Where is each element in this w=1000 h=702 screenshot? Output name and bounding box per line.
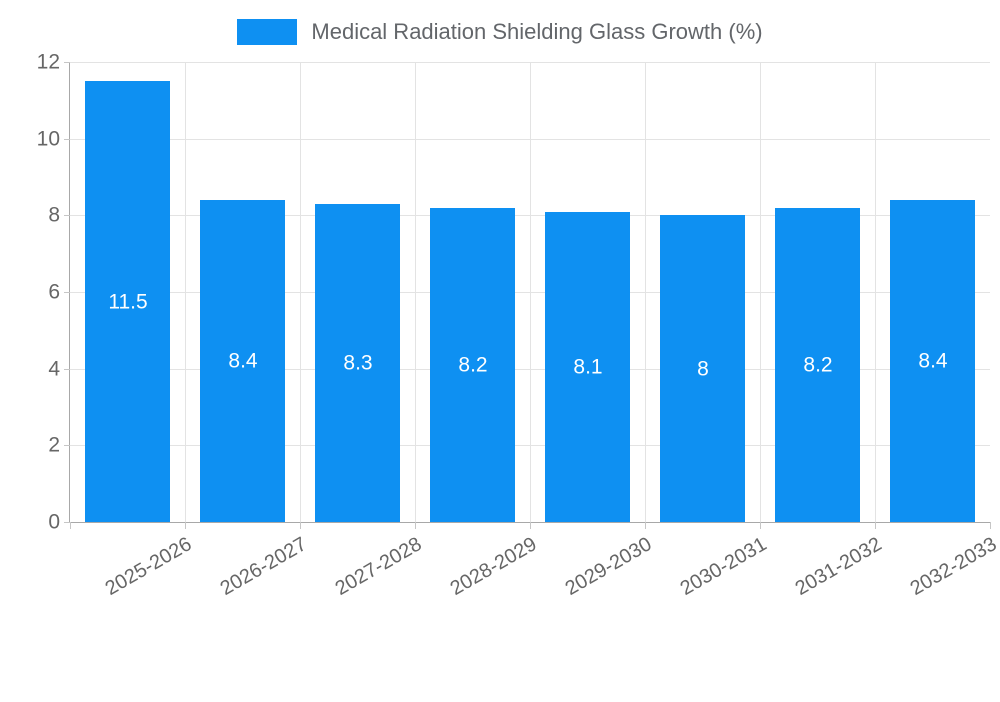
bar[interactable] [85,81,170,522]
bar[interactable] [430,208,515,522]
y-axis-tick-mark [64,292,70,293]
y-axis-tick-label: 12 [36,50,60,74]
chart-legend: Medical Radiation Shielding Glass Growth… [0,14,1000,50]
y-axis-tick-mark [64,215,70,216]
gridline-vertical [415,62,416,522]
x-axis-tick-mark [875,522,876,529]
y-axis-tick-labels: 0 2 4 6 8 10 12 [0,52,70,533]
y-axis-tick-label: 0 [48,510,60,534]
gridline-vertical [300,62,301,522]
plot-area: 11.5 8.4 8.3 8.2 8.1 8 8.2 8.4 [64,62,991,529]
y-axis-tick-mark [64,445,70,446]
y-axis-tick-mark [64,139,70,140]
x-axis-tick-mark [415,522,416,529]
legend-label: Medical Radiation Shielding Glass Growth… [311,19,763,44]
x-axis-tick-mark [185,522,186,529]
y-axis-tick-label: 4 [48,357,60,381]
y-axis-tick-mark [64,522,70,523]
x-axis-tick-mark [70,522,71,529]
x-axis-tick-mark [645,522,646,529]
gridline-vertical [760,62,761,522]
bar[interactable] [775,208,860,522]
y-axis-tick-label: 6 [48,280,60,304]
y-axis-tick-label: 10 [36,127,60,151]
y-axis-tick-mark [64,62,70,63]
y-axis-tick-mark [64,369,70,370]
x-axis-tick-mark [530,522,531,529]
gridline-vertical [185,62,186,522]
x-axis-tick-mark [760,522,761,529]
bar[interactable] [660,215,745,522]
bar[interactable] [315,204,400,522]
x-axis-line [69,522,990,523]
bar[interactable] [200,200,285,522]
x-axis-tick-mark [990,522,991,529]
y-axis-tick-label: 8 [48,203,60,227]
x-axis-tick-labels: 2025-2026 2026-2027 2027-2028 2028-2029 2029… [70,522,1000,600]
gridline-vertical [875,62,876,522]
bar[interactable] [890,200,975,522]
gridline-vertical [530,62,531,522]
bar-chart: Medical Radiation Shielding Glass Growth… [0,14,1000,601]
gridline-vertical [645,62,646,522]
bar[interactable] [545,212,630,522]
y-axis-tick-label: 2 [48,433,60,457]
x-axis-tick-mark [300,522,301,529]
legend-color-swatch [237,19,298,45]
